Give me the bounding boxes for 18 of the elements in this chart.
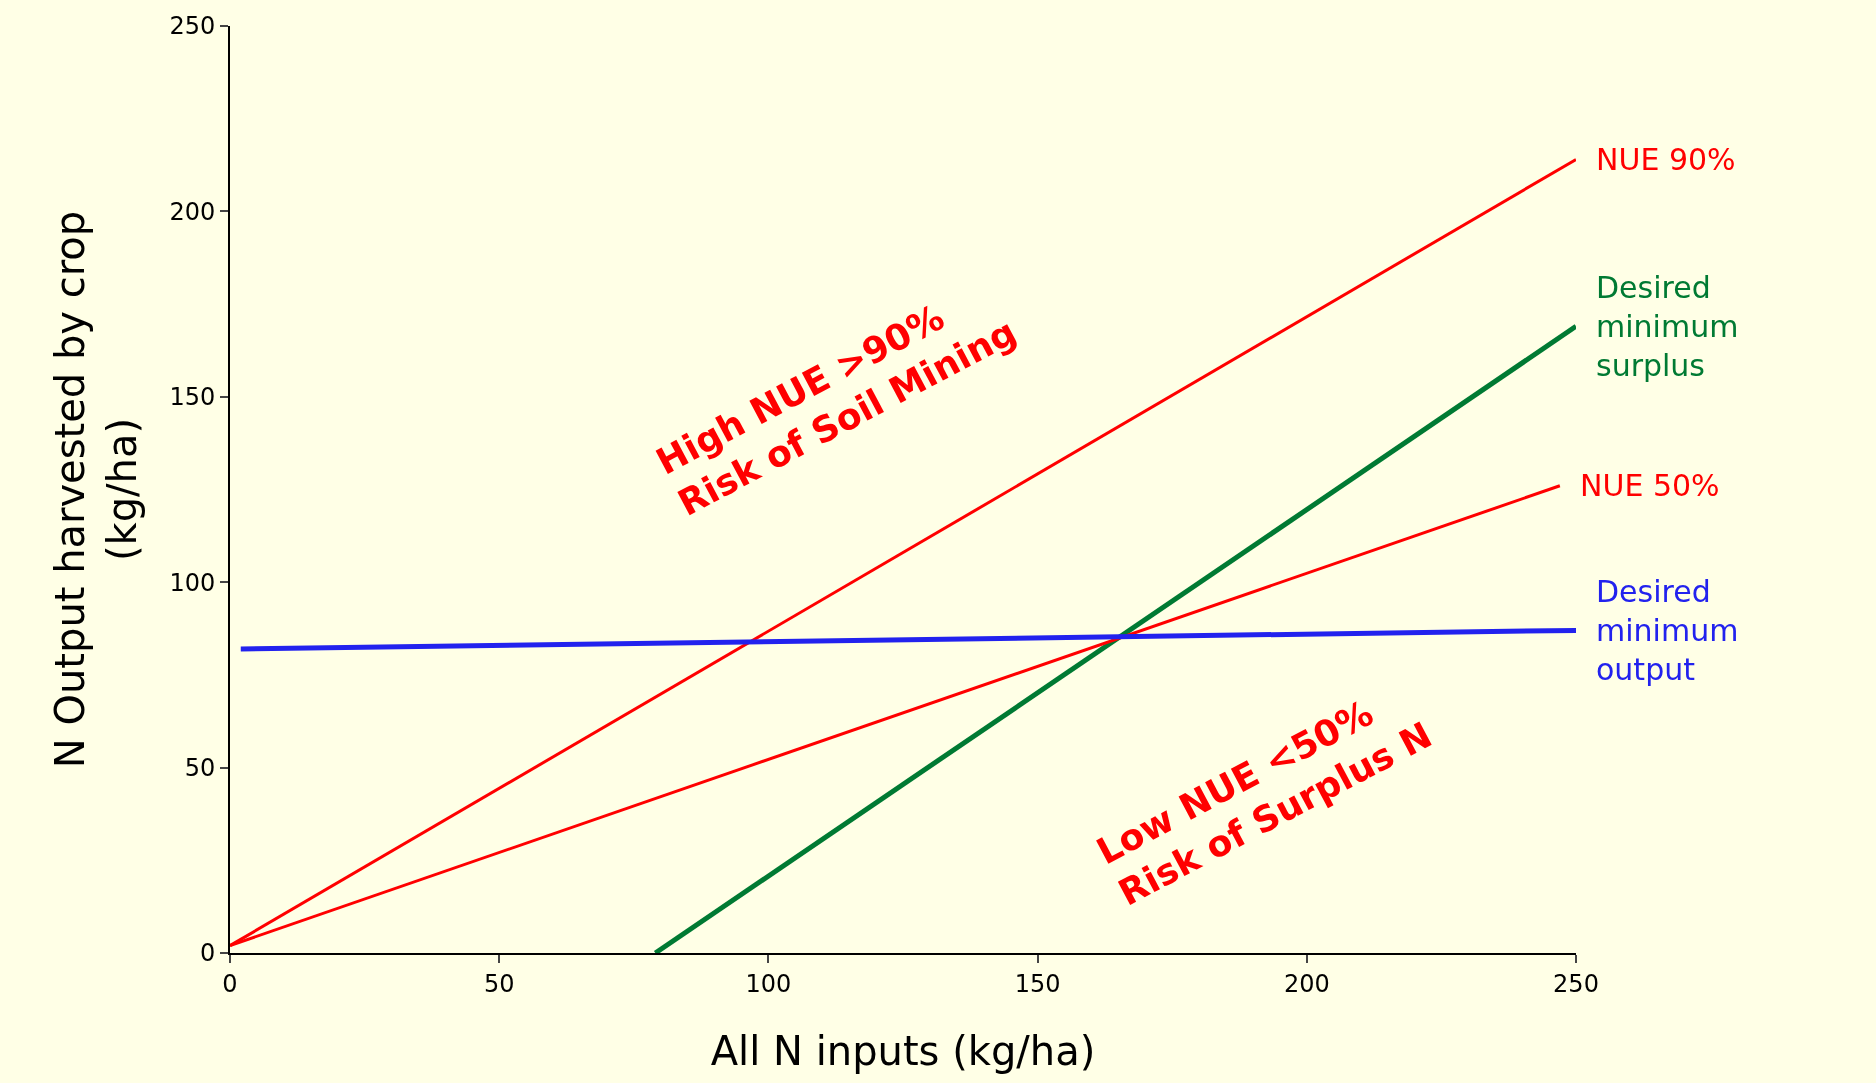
y-tick-label: 200: [169, 197, 216, 226]
x-tick-label: 250: [1553, 969, 1599, 998]
y-tick-label: 150: [169, 383, 216, 412]
y-tick-label: 250: [169, 12, 216, 41]
y-tick-label: 50: [184, 754, 216, 782]
series-label: NUE 50%: [1580, 468, 1720, 503]
x-tick-label: 150: [1014, 969, 1061, 998]
x-axis-title: All N inputs (kg/ha): [710, 1027, 1096, 1074]
series-label: NUE 90%: [1596, 142, 1736, 177]
x-tick-label: 0: [222, 969, 238, 998]
y-tick-label: 100: [169, 568, 216, 597]
y-axis-title: N Output harvested by crop (kg/ha): [47, 210, 146, 769]
x-tick-label: 200: [1283, 969, 1330, 998]
series-label: Desired minimum output: [1596, 574, 1739, 687]
x-tick-label: 50: [483, 969, 515, 998]
y-tick-label: 0: [199, 939, 216, 968]
x-tick-label: 100: [745, 969, 792, 998]
series-label: Desired minimum surplus: [1596, 270, 1739, 383]
